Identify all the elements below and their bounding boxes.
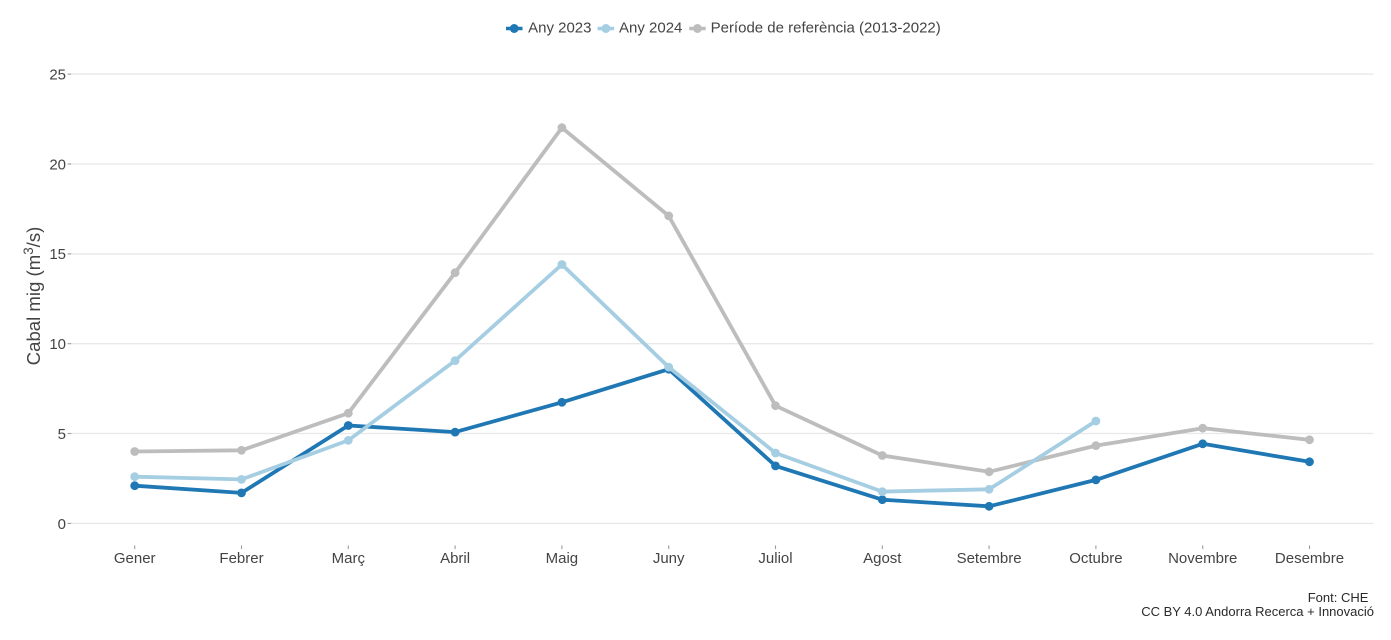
svg-text:Juliol: Juliol — [758, 550, 792, 567]
svg-text:Període de referència (2013-20: Període de referència (2013-2022) — [711, 20, 941, 37]
svg-text:Octubre: Octubre — [1069, 550, 1122, 567]
svg-text:Maig: Maig — [546, 550, 579, 567]
svg-text:Juny: Juny — [653, 550, 685, 567]
svg-text:CC BY 4.0 Andorra Recerca + In: CC BY 4.0 Andorra Recerca + Innovació — [1141, 604, 1374, 619]
svg-text:Any 2023: Any 2023 — [528, 20, 591, 37]
svg-text:Setembre: Setembre — [957, 550, 1022, 567]
svg-text:Agost: Agost — [863, 550, 902, 567]
svg-text:Desembre: Desembre — [1275, 550, 1344, 567]
svg-text:Any 2024: Any 2024 — [619, 20, 682, 37]
svg-text:25: 25 — [49, 67, 66, 84]
svg-text:0: 0 — [58, 516, 66, 533]
svg-text:10: 10 — [49, 336, 66, 353]
svg-text:Font: CHE: Font: CHE — [1308, 590, 1369, 605]
svg-text:Febrer: Febrer — [219, 550, 263, 567]
svg-text:15: 15 — [49, 246, 66, 263]
svg-text:5: 5 — [58, 426, 66, 443]
svg-text:Gener: Gener — [114, 550, 156, 567]
svg-text:20: 20 — [49, 156, 66, 173]
svg-text:Abril: Abril — [440, 550, 470, 567]
svg-text:Novembre: Novembre — [1168, 550, 1237, 567]
svg-text:Cabal mig (m3/s): Cabal mig (m3/s) — [21, 227, 44, 366]
svg-text:Març: Març — [332, 550, 366, 567]
